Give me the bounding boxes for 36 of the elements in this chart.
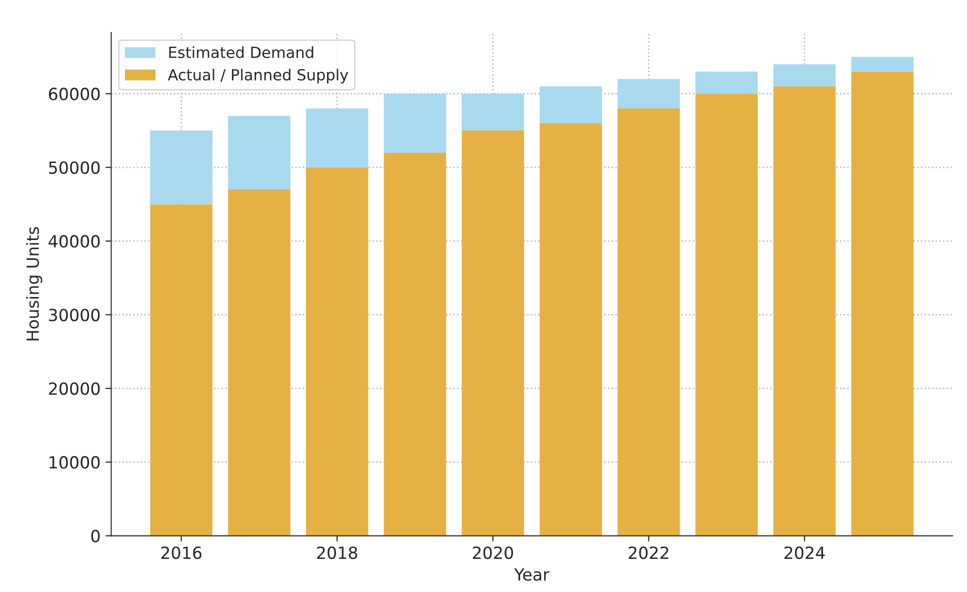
y-tick-label: 20000	[48, 382, 100, 395]
bar	[150, 204, 212, 536]
y-tick-label: 10000	[50, 456, 100, 469]
x-tick-label: 2024	[784, 546, 825, 560]
x-tick-label: 2020	[472, 546, 513, 560]
bar	[773, 64, 836, 86]
bar	[695, 72, 758, 94]
bar	[462, 130, 524, 536]
bar	[851, 72, 914, 536]
y-tick-label: 60000	[48, 88, 100, 100]
y-tick-label: 30000	[49, 308, 100, 322]
bar	[773, 86, 836, 536]
y-tick-label: 0	[91, 530, 100, 542]
y-axis-title: Housing Units	[26, 227, 42, 340]
bar	[306, 108, 368, 168]
y-tick-label: 50000	[49, 161, 100, 174]
bar	[540, 86, 602, 124]
bar	[695, 94, 758, 536]
bar	[618, 78, 680, 108]
bar	[306, 167, 368, 536]
x-tick-label: 2018	[317, 546, 358, 560]
bar	[384, 152, 446, 536]
y-tick-label: 40000	[48, 235, 100, 248]
bar	[150, 130, 212, 204]
legend-label: Actual / Planned Supply	[168, 68, 348, 84]
bar	[618, 108, 680, 536]
x-axis-title: Year	[514, 568, 550, 581]
x-tick-label: 2022	[628, 546, 668, 560]
bar	[228, 116, 290, 190]
x-tick-label: 2016	[161, 546, 202, 560]
bar	[540, 123, 602, 536]
legend-label: Estimated Demand	[169, 46, 314, 58]
bar	[228, 189, 290, 536]
bar	[851, 56, 914, 72]
bar	[384, 94, 446, 153]
bar	[462, 94, 524, 131]
